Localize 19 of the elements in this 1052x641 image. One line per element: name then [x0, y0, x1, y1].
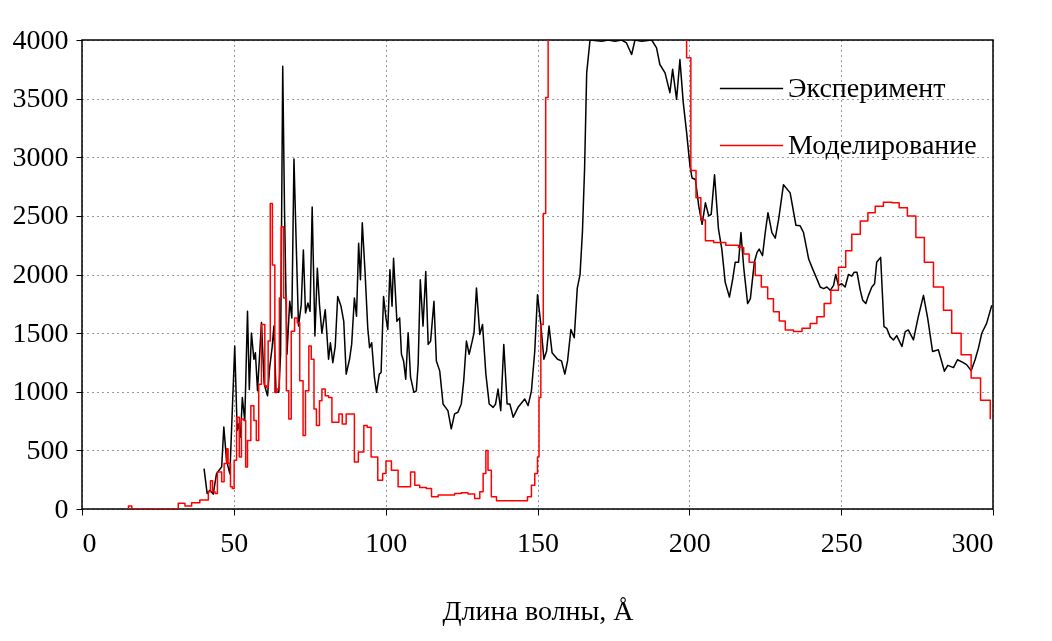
x-tick-label: 300: [951, 526, 994, 558]
x-tick-label: 0: [82, 526, 97, 558]
y-tick-label: 2000: [12, 258, 69, 289]
y-tick-label: 3500: [12, 82, 69, 114]
x-tick-label: 100: [365, 526, 408, 558]
y-tick-label: 4000: [12, 23, 69, 55]
legend-label: Эксперимент: [788, 71, 946, 103]
x-tick-label: 200: [668, 526, 711, 558]
x-tick-label: 150: [517, 526, 559, 558]
y-tick-label: 2500: [12, 199, 69, 231]
y-tick-label: 3000: [12, 140, 69, 172]
legend-label: Моделирование: [788, 128, 977, 160]
x-tick-label: 250: [820, 526, 863, 558]
x-tick-label: 50: [220, 526, 249, 558]
y-tick-label: 0: [54, 492, 69, 524]
x-axis-title: Длина волны, Å: [442, 594, 635, 626]
y-tick-label: 1000: [12, 375, 69, 407]
y-tick-label: 1500: [12, 316, 69, 348]
y-tick-label: 500: [26, 433, 69, 465]
